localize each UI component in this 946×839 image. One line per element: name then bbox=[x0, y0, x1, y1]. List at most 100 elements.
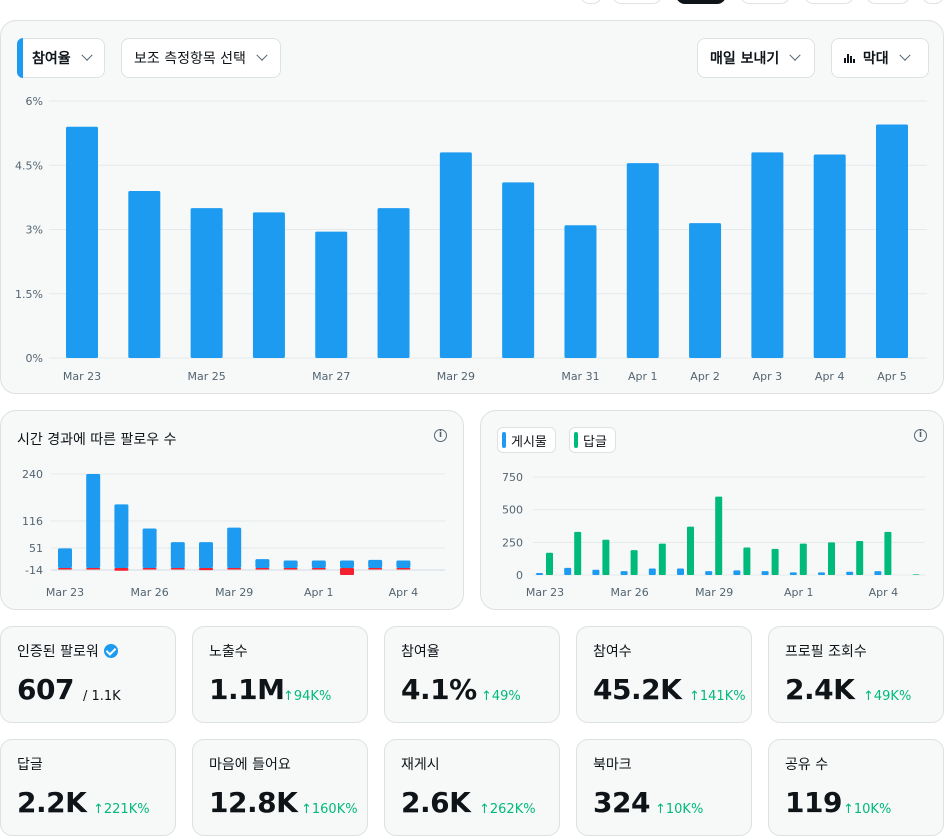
bar-replies bbox=[743, 547, 751, 575]
bar bbox=[66, 126, 98, 358]
bar-posts bbox=[874, 571, 882, 575]
posts-swatch bbox=[502, 432, 506, 448]
bar bbox=[252, 212, 285, 358]
stat-delta: ↑94K% bbox=[283, 689, 332, 704]
filter-pill[interactable] bbox=[866, 0, 910, 4]
stat-delta: ↑10K% bbox=[655, 802, 704, 817]
stat-card-impressions[interactable]: 노출수 1.1M ↑94K% bbox=[192, 626, 368, 723]
stat-label: 북마크 bbox=[593, 757, 632, 773]
legend-replies[interactable]: 답글 bbox=[569, 427, 616, 453]
stat-card-engagements[interactable]: 참여수 45.2K ↑141K% bbox=[576, 626, 752, 723]
x-tick-label: Apr 4 bbox=[869, 586, 899, 599]
y-tick-label: 750 bbox=[502, 471, 523, 484]
bar-replies bbox=[602, 539, 610, 575]
stat-total: / 1.1K bbox=[83, 689, 121, 704]
stat-value: 4.1% bbox=[401, 673, 477, 706]
stat-card-replies[interactable]: 답글 2.2K ↑221K% bbox=[0, 739, 176, 836]
chart-type-dropdown[interactable]: 막대 bbox=[831, 38, 929, 78]
y-tick-label: 0% bbox=[26, 352, 43, 365]
bar-posts bbox=[620, 571, 628, 575]
x-tick-label: Apr 4 bbox=[389, 586, 419, 599]
x-tick-label: Apr 5 bbox=[877, 370, 907, 383]
y-tick-label: 116 bbox=[22, 515, 43, 528]
series-color-marker bbox=[17, 38, 23, 78]
bar-gain bbox=[86, 474, 101, 568]
filter-pill[interactable] bbox=[580, 0, 602, 4]
stat-card-verified-followers[interactable]: 인증된 팔로워 607 / 1.1K bbox=[0, 626, 176, 723]
x-tick-label: Mar 23 bbox=[63, 370, 101, 383]
stat-card-reposts[interactable]: 재게시 2.6K ↑262K% bbox=[384, 739, 560, 836]
bar-posts bbox=[761, 571, 769, 575]
x-tick-label: Mar 26 bbox=[610, 586, 648, 599]
bar-gain bbox=[227, 527, 242, 568]
stat-label: 프로필 조회수 bbox=[785, 644, 867, 660]
stat-label: 인증된 팔로워 bbox=[17, 644, 99, 660]
bar bbox=[813, 154, 846, 358]
bar bbox=[502, 182, 535, 358]
bar bbox=[564, 225, 597, 358]
stat-delta: ↑160K% bbox=[301, 802, 358, 817]
y-tick-label: 500 bbox=[502, 504, 523, 517]
filter-pill[interactable] bbox=[922, 0, 944, 4]
filter-pill[interactable] bbox=[804, 0, 854, 4]
y-tick-label: 240 bbox=[22, 468, 43, 481]
bar-replies bbox=[687, 526, 694, 575]
y-tick-label: 6% bbox=[26, 95, 43, 108]
x-tick-label: Mar 31 bbox=[561, 370, 599, 383]
bar-posts bbox=[846, 571, 854, 575]
posts-replies-bar-chart: 0 250 500 750 Mar 23 Mar 26 Mar 29 Apr 1 Apr 4 bbox=[502, 471, 925, 599]
stat-delta: ↑262K% bbox=[479, 802, 536, 817]
bar bbox=[751, 152, 784, 358]
bar-loss bbox=[114, 568, 129, 571]
bar-posts bbox=[818, 572, 825, 575]
x-tick-label: Mar 29 bbox=[437, 370, 475, 383]
secondary-metric-dropdown[interactable]: 보조 측정항목 선택 bbox=[121, 38, 281, 78]
stat-label: 노출수 bbox=[209, 644, 248, 660]
bar-loss bbox=[255, 568, 270, 570]
stat-card-profile-visits[interactable]: 프로필 조회수 2.4K ↑49K% bbox=[768, 626, 944, 723]
stat-value: 2.2K bbox=[17, 786, 87, 819]
export-dropdown-label: 매일 보내기 bbox=[710, 51, 780, 67]
stat-value: 2.6K bbox=[401, 786, 471, 819]
stat-card-likes[interactable]: 마음에 들어요 12.8K ↑160K% bbox=[192, 739, 368, 836]
stat-value: 12.8K bbox=[209, 786, 298, 819]
followers-over-time-card: 시간 경과에 따른 팔로우 수 i -14 51 116 240 Mar 23 Mar 2… bbox=[0, 410, 464, 610]
bar-posts bbox=[536, 573, 543, 575]
bar-posts bbox=[677, 568, 684, 575]
bar-gain bbox=[311, 560, 326, 568]
stat-card-engagement-rate[interactable]: 참여율 4.1% ↑49% bbox=[384, 626, 560, 723]
legend-posts[interactable]: 게시물 bbox=[497, 427, 556, 453]
stat-value: 324 bbox=[593, 786, 650, 819]
info-icon[interactable]: i bbox=[914, 429, 927, 442]
stat-value: 2.4K bbox=[785, 673, 855, 706]
bar-posts bbox=[564, 567, 572, 575]
engagement-rate-chart-card: 참여율 보조 측정항목 선택 매일 보내기 막대 0% 1.5% 3% 4.5% 6% M… bbox=[0, 20, 944, 394]
x-tick-label: Mar 23 bbox=[46, 586, 84, 599]
filter-pill[interactable] bbox=[612, 0, 662, 4]
info-icon[interactable]: i bbox=[434, 429, 447, 442]
bar bbox=[689, 223, 722, 358]
filter-pill-selected[interactable] bbox=[676, 0, 726, 4]
secondary-metric-label: 보조 측정항목 선택 bbox=[134, 51, 246, 67]
chart-type-label: 막대 bbox=[862, 51, 889, 67]
stat-value: 45.2K bbox=[593, 673, 682, 706]
export-dropdown[interactable]: 매일 보내기 bbox=[697, 38, 815, 78]
bar-loss bbox=[283, 568, 298, 570]
y-tick-label: 4.5% bbox=[15, 159, 43, 172]
metric-dropdown[interactable]: 참여율 bbox=[17, 38, 105, 78]
bar-replies bbox=[715, 496, 723, 575]
stat-card-bookmarks[interactable]: 북마크 324 ↑10K% bbox=[576, 739, 752, 836]
bar-loss bbox=[170, 568, 185, 570]
filter-pill[interactable] bbox=[740, 0, 790, 4]
bar-loss bbox=[58, 568, 72, 570]
stat-card-shares[interactable]: 공유 수 119 ↑10K% bbox=[768, 739, 944, 836]
verified-badge-icon bbox=[103, 644, 118, 658]
bar-gain bbox=[142, 528, 157, 568]
x-tick-label: Apr 1 bbox=[304, 586, 334, 599]
bar-gain bbox=[199, 542, 213, 568]
x-tick-label: Apr 2 bbox=[690, 370, 720, 383]
bar-replies bbox=[884, 531, 892, 575]
x-tick-label: Apr 3 bbox=[753, 370, 783, 383]
bar-posts bbox=[733, 570, 741, 575]
replies-swatch bbox=[574, 432, 578, 448]
